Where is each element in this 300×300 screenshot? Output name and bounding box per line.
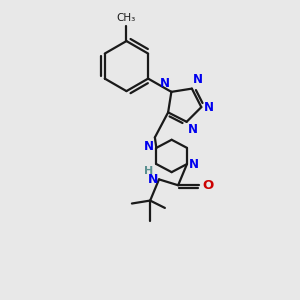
Text: N: N <box>148 173 158 186</box>
Text: H: H <box>144 167 154 176</box>
Text: N: N <box>160 77 170 90</box>
Text: N: N <box>144 140 154 153</box>
Text: CH₃: CH₃ <box>117 13 136 23</box>
Text: N: N <box>188 123 198 136</box>
Text: O: O <box>202 179 214 192</box>
Text: N: N <box>194 73 203 86</box>
Text: N: N <box>204 100 214 114</box>
Text: N: N <box>189 158 199 171</box>
